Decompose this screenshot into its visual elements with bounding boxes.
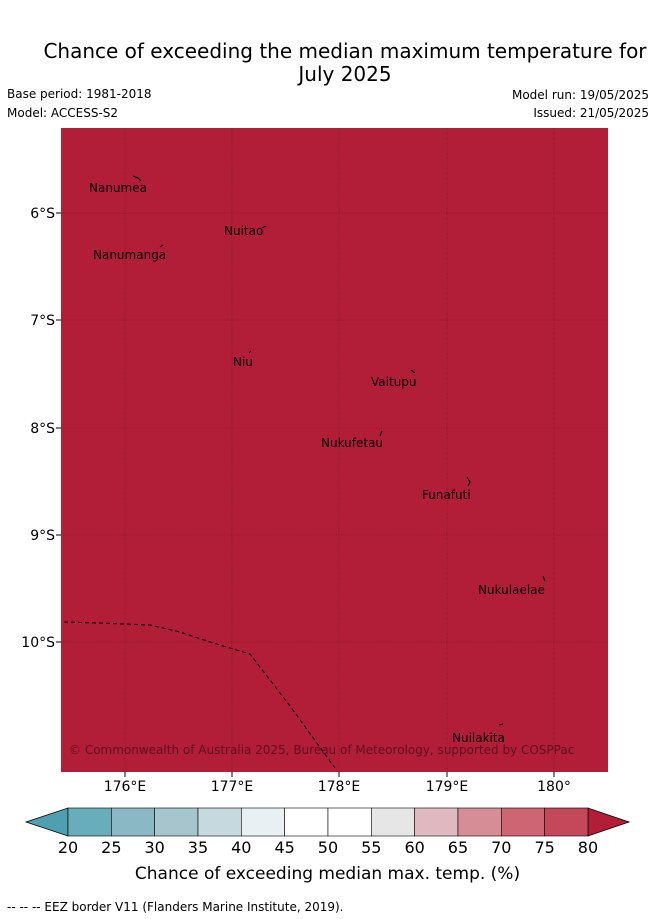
colorbar-segment — [544, 807, 589, 837]
island-label-nuitao: Nuitao — [224, 224, 263, 238]
lat-tick-label: 9°S — [30, 528, 55, 544]
colorbar-tick-label: 55 — [361, 838, 381, 857]
model-run: Model run: 19/05/2025 — [511, 88, 649, 102]
lon-tick-label: 177°E — [211, 779, 254, 795]
graticule — [61, 128, 608, 772]
colorbar-tick-label: 25 — [101, 838, 121, 857]
island-shapes — [132, 175, 546, 726]
colorbar-tick-label: 50 — [318, 838, 338, 857]
lat-tick-marks — [56, 212, 61, 643]
colorbar-label: Chance of exceeding median max. temp. (%… — [134, 864, 521, 884]
island-funafuti-shape — [466, 476, 471, 487]
issued-date: Issued: 21/05/2025 — [533, 106, 649, 120]
colorbar-extend-low — [24, 807, 69, 837]
island-nukufetau-shape — [379, 430, 383, 437]
base-period: Base period: 1981-2018 — [7, 87, 152, 101]
colorbar-tick-label: 80 — [578, 838, 598, 857]
colorbar-segment — [371, 807, 415, 837]
lon-tick-label: 178°E — [318, 779, 361, 795]
colorbar-tick-label: 30 — [144, 838, 164, 857]
island-label-nukulaelae: Nukulaelae — [478, 583, 545, 597]
colorbar-tick-label: 60 — [404, 838, 424, 857]
eez-border-line — [63, 621, 336, 769]
colorbar-segment — [111, 807, 155, 837]
island-nanumea-shape — [132, 175, 142, 182]
lat-tick-label: 10°S — [21, 635, 55, 651]
map-title: Chance of exceeding the median maximum t… — [43, 39, 647, 86]
colorbar-segment — [414, 807, 459, 837]
island-label-nukufetau: Nukufetau — [321, 436, 383, 450]
island-nukulaelae-shape — [542, 575, 546, 582]
colorbar-segment — [67, 807, 112, 837]
colorbar-segment — [457, 807, 502, 837]
model-name: Model: ACCESS-S2 — [7, 106, 119, 120]
colorbar-segment — [327, 807, 372, 837]
lat-tick-label: 6°S — [30, 206, 55, 222]
colorbar-tick-label: 45 — [274, 838, 294, 857]
island-label-nanumea: Nanumea — [89, 181, 147, 195]
island-nuilakita-shape — [498, 723, 504, 726]
colorbar-tick-label: 75 — [534, 838, 554, 857]
island-niu-shape — [248, 350, 252, 354]
island-nuitao-shape — [261, 225, 267, 229]
island-label-nanumanga: Nanumanga — [93, 248, 166, 262]
island-vaitupu-shape — [410, 369, 416, 374]
lon-tick-label: 176°E — [104, 779, 147, 795]
island-label-nuilakita: Nuilakita — [452, 731, 505, 745]
island-label-funafuti: Funafuti — [422, 488, 471, 502]
lon-tick-label: 180° — [537, 779, 571, 795]
colorbar-segment — [284, 807, 329, 837]
colorbar-tick-label: 40 — [231, 838, 251, 857]
lon-tick-marks — [124, 772, 555, 777]
colorbar-tick-label: 20 — [58, 838, 78, 857]
colorbar-segment — [197, 807, 242, 837]
colorbar-segment — [241, 807, 285, 837]
colorbar-tick-label: 65 — [448, 838, 468, 857]
colorbar: 20 25 30 35 40 45 50 55 60 65 70 75 80 — [24, 807, 631, 857]
map-credit: © Commonwealth of Australia 2025, Bureau… — [69, 743, 574, 757]
island-label-vaitupu: Vaitupu — [371, 375, 417, 389]
map-panel — [61, 128, 608, 772]
island-nanumanga-shape — [159, 244, 164, 248]
island-label-niu: Niu — [233, 355, 253, 369]
colorbar-extend-high — [587, 807, 631, 837]
lon-tick-label: 179°E — [426, 779, 469, 795]
eez-legend-note: -- -- -- EEZ border V11 (Flanders Marine… — [7, 900, 344, 914]
lat-tick-label: 8°S — [30, 421, 55, 437]
colorbar-segment — [154, 807, 199, 837]
colorbar-segment — [500, 807, 545, 837]
lat-tick-label: 7°S — [30, 313, 55, 329]
colorbar-tick-label: 35 — [188, 838, 208, 857]
colorbar-tick-label: 70 — [491, 838, 511, 857]
